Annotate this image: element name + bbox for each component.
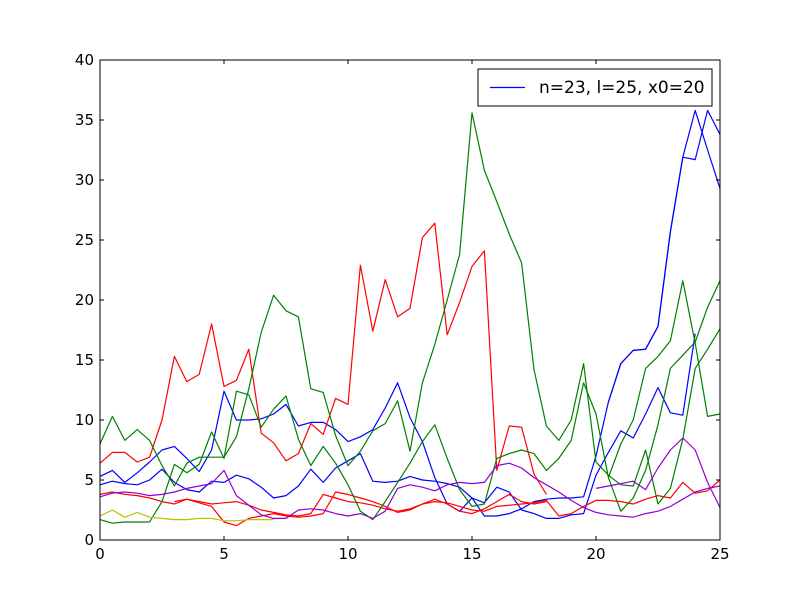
y-tick-label: 35 [75,111,94,129]
legend: n=23, l=25, x0=20 [477,68,713,107]
series-line-1 [607,109,721,403]
x-tick-label: 0 [95,545,105,563]
x-tick-label: 10 [338,545,357,563]
y-tick-label: 30 [75,171,94,189]
y-tick-label: 5 [84,471,94,489]
series-line-9 [99,462,721,520]
series-line-7 [99,280,721,524]
y-tick-label: 20 [75,291,94,309]
y-tick-label: 40 [75,51,94,69]
legend-label: n=23, l=25, x0=20 [539,78,705,98]
x-tick-label: 25 [710,545,729,563]
axes-layer: 0 5 10 15 20 25 0 5 10 15 20 25 30 35 40 [75,51,730,563]
series-line-2 [99,333,696,520]
y-tick-label: 25 [75,231,94,249]
y-tick-label: 10 [75,411,94,429]
series-line-8 [607,280,721,478]
y-tick-label: 15 [75,351,94,369]
series-line-5 [174,491,547,527]
series-line-11 [99,509,274,522]
series-line-6 [99,112,721,505]
series-layer [99,109,721,527]
x-tick-label: 20 [586,545,605,563]
y-tick-label: 0 [84,531,94,549]
x-tick-label: 15 [462,545,481,563]
x-tick-label: 5 [219,545,229,563]
series-line-3 [99,222,547,495]
series-line-10 [595,437,721,508]
plot-area [100,60,720,540]
